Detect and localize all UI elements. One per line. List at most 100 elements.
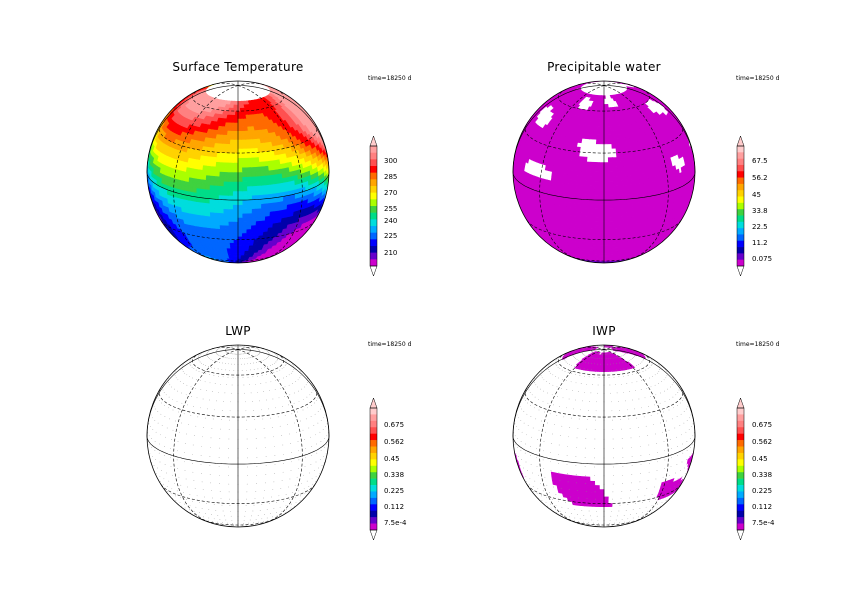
field-cell	[594, 161, 600, 168]
field-cell	[576, 165, 583, 172]
field-cell	[580, 184, 586, 191]
field-cell	[622, 212, 628, 218]
field-cell	[613, 199, 619, 205]
field-cell	[599, 239, 605, 243]
field-cell	[251, 212, 258, 218]
field-cell	[215, 228, 222, 233]
field-cell	[593, 125, 598, 131]
field-cell	[580, 203, 586, 209]
field-cell	[580, 212, 586, 218]
field-cell	[242, 181, 248, 187]
field-cell	[206, 165, 213, 172]
colorbar-swatch	[370, 212, 377, 220]
field-cell	[622, 203, 628, 209]
field-cell	[603, 190, 610, 196]
colorbar-swatch	[370, 219, 377, 227]
field-cell	[241, 242, 247, 246]
field-cell	[612, 176, 619, 182]
field-cell	[603, 248, 609, 252]
field-cell	[242, 212, 248, 218]
field-cell	[594, 232, 601, 237]
field-cell	[223, 208, 229, 214]
field-cell	[600, 126, 605, 131]
field-cell	[209, 189, 215, 195]
field-cell	[245, 235, 252, 240]
field-cell	[598, 217, 605, 222]
field-cell	[242, 204, 248, 210]
field-cell	[599, 228, 605, 234]
field-cell	[237, 245, 243, 249]
field-cell	[625, 165, 632, 172]
field-cell	[599, 245, 605, 249]
colorbar-tick-label: 255	[384, 205, 397, 213]
field-cell	[237, 228, 243, 234]
field-cell	[250, 166, 257, 173]
field-cell	[582, 156, 588, 163]
field-cell	[631, 188, 637, 195]
field-cell	[612, 228, 618, 234]
field-cell	[598, 195, 605, 201]
field-cell	[223, 216, 230, 222]
field-cell	[221, 238, 227, 243]
field-cell	[230, 247, 235, 252]
field-cell	[256, 207, 262, 214]
field-cell	[603, 126, 608, 131]
field-cell	[242, 185, 248, 192]
field-cell	[250, 224, 257, 230]
field-cell	[599, 225, 605, 230]
field-cell	[613, 185, 619, 192]
colorbar-tick-label: 300	[384, 157, 397, 165]
field-cell	[603, 171, 609, 178]
field-cell	[223, 212, 230, 218]
field-cell	[575, 211, 582, 217]
field-cell	[251, 189, 258, 196]
field-cell	[617, 185, 624, 191]
field-cell	[584, 203, 591, 210]
field-cell	[589, 199, 595, 205]
field-cell	[580, 207, 586, 214]
field-cell	[580, 194, 586, 200]
field-cell	[622, 207, 628, 214]
field-cell	[598, 208, 605, 214]
field-cell	[210, 170, 216, 177]
field-cell	[219, 220, 225, 226]
field-cell	[617, 189, 624, 196]
field-cell	[571, 174, 578, 181]
field-cell	[242, 216, 248, 222]
field-cell	[622, 180, 628, 186]
field-cell	[224, 232, 230, 237]
field-cell	[580, 189, 586, 196]
field-cell	[237, 208, 243, 214]
field-cell	[228, 216, 234, 222]
field-cell	[577, 137, 583, 144]
field-cell	[599, 166, 605, 173]
field-cell	[232, 204, 239, 210]
field-cell	[226, 134, 232, 140]
field-cell	[237, 213, 243, 218]
field-cell	[246, 157, 252, 163]
field-cell	[210, 175, 216, 181]
field-cell	[200, 201, 206, 208]
field-cell	[242, 171, 248, 178]
field-cell	[621, 224, 627, 230]
field-cell	[260, 179, 267, 186]
field-cell	[603, 181, 610, 187]
field-cell	[215, 161, 222, 168]
colorbar-tick-label: 240	[384, 217, 397, 225]
field-cell	[209, 179, 216, 186]
field-cell	[260, 215, 266, 221]
field-cell	[233, 221, 239, 226]
field-cell	[616, 224, 623, 230]
field-cell	[237, 190, 244, 196]
field-cell	[586, 235, 593, 240]
field-cell	[572, 169, 578, 176]
field-cell	[232, 195, 239, 201]
field-cell	[237, 217, 244, 222]
field-cell	[598, 204, 605, 210]
field-cell	[265, 188, 271, 195]
field-cell	[237, 134, 243, 140]
field-cell	[256, 194, 262, 200]
field-cell	[596, 126, 602, 132]
field-cell	[594, 190, 600, 196]
